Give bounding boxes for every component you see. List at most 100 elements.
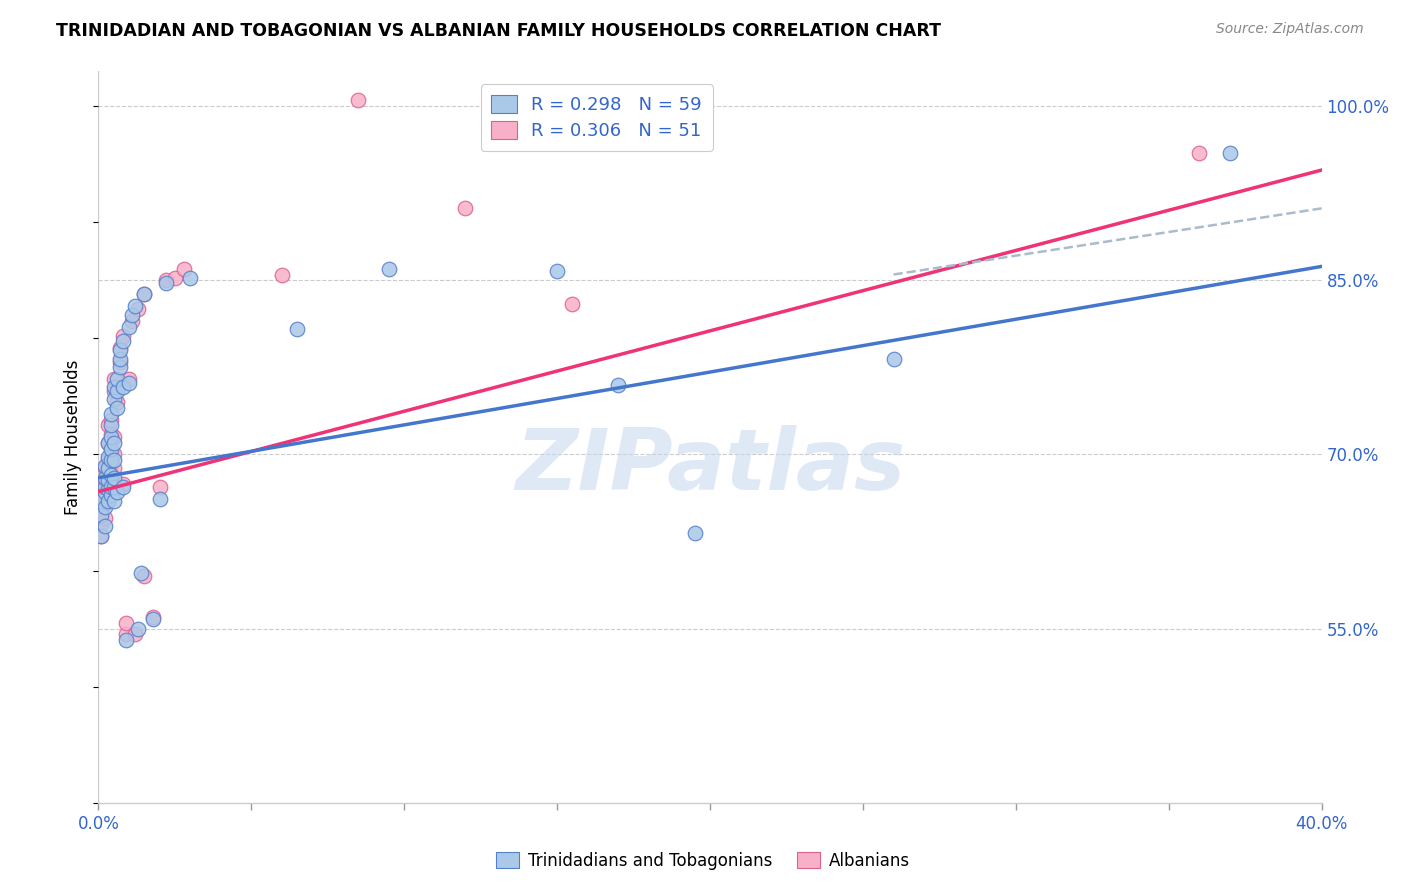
- Legend: Trinidadians and Tobagonians, Albanians: Trinidadians and Tobagonians, Albanians: [489, 846, 917, 877]
- Point: [103, 448, 125, 462]
- Point: [90, 494, 112, 508]
- Point: [100, 412, 122, 426]
- Point: [546, 264, 568, 278]
- Point: [90, 494, 112, 508]
- Point: [134, 287, 156, 301]
- Point: [115, 633, 138, 648]
- Point: [103, 494, 125, 508]
- Point: [103, 430, 125, 444]
- Point: [149, 480, 172, 494]
- Point: [90, 529, 112, 543]
- Point: [93, 459, 115, 474]
- Point: [90, 508, 112, 522]
- Point: [100, 471, 122, 485]
- Point: [105, 380, 128, 394]
- Point: [100, 480, 122, 494]
- Point: [105, 372, 128, 386]
- Point: [93, 473, 115, 487]
- Point: [121, 314, 143, 328]
- Point: [97, 473, 120, 487]
- Point: [118, 319, 141, 334]
- Point: [93, 500, 115, 514]
- Point: [105, 484, 128, 499]
- Point: [103, 372, 125, 386]
- Point: [103, 384, 125, 398]
- Point: [378, 261, 401, 276]
- Point: [97, 465, 120, 479]
- Point: [100, 453, 122, 467]
- Point: [883, 352, 905, 367]
- Point: [134, 287, 156, 301]
- Point: [142, 612, 165, 626]
- Point: [90, 517, 112, 532]
- Point: [100, 445, 122, 459]
- Point: [127, 302, 149, 317]
- Point: [97, 483, 120, 497]
- Point: [270, 268, 292, 282]
- Text: Source: ZipAtlas.com: Source: ZipAtlas.com: [1216, 22, 1364, 37]
- Point: [115, 627, 138, 641]
- Point: [100, 418, 122, 433]
- Point: [93, 511, 115, 525]
- Point: [100, 483, 122, 497]
- Point: [105, 395, 128, 409]
- Point: [97, 494, 120, 508]
- Point: [108, 352, 131, 367]
- Point: [100, 488, 122, 502]
- Point: [561, 296, 583, 310]
- Point: [90, 503, 112, 517]
- Point: [121, 308, 143, 322]
- Point: [103, 480, 125, 494]
- Point: [111, 380, 134, 394]
- Point: [108, 343, 131, 357]
- Point: [103, 461, 125, 475]
- Point: [103, 380, 125, 394]
- Point: [129, 566, 152, 580]
- Text: TRINIDADIAN AND TOBAGONIAN VS ALBANIAN FAMILY HOUSEHOLDS CORRELATION CHART: TRINIDADIAN AND TOBAGONIAN VS ALBANIAN F…: [56, 22, 941, 40]
- Point: [93, 484, 115, 499]
- Point: [100, 407, 122, 421]
- Point: [124, 299, 146, 313]
- Legend: R = 0.298   N = 59, R = 0.306   N = 51: R = 0.298 N = 59, R = 0.306 N = 51: [481, 84, 713, 151]
- Point: [105, 401, 128, 415]
- Point: [93, 461, 115, 475]
- Point: [97, 450, 120, 464]
- Point: [93, 471, 115, 485]
- Point: [155, 276, 177, 290]
- Point: [118, 372, 141, 386]
- Point: [100, 468, 122, 483]
- Point: [100, 457, 122, 471]
- Point: [97, 488, 120, 502]
- Point: [100, 430, 122, 444]
- Point: [683, 526, 706, 541]
- Point: [103, 471, 125, 485]
- Point: [100, 426, 122, 441]
- Point: [179, 271, 201, 285]
- Point: [124, 627, 146, 641]
- Point: [103, 392, 125, 406]
- Point: [103, 453, 125, 467]
- Point: [108, 341, 131, 355]
- Point: [97, 476, 120, 491]
- Point: [97, 436, 120, 450]
- Point: [1188, 145, 1211, 160]
- Point: [93, 484, 115, 499]
- Y-axis label: Family Households: Family Households: [65, 359, 83, 515]
- Point: [97, 461, 120, 475]
- Point: [607, 377, 630, 392]
- Point: [103, 480, 125, 494]
- Point: [111, 476, 134, 491]
- Point: [103, 436, 125, 450]
- Point: [347, 94, 370, 108]
- Point: [142, 610, 165, 624]
- Point: [163, 271, 186, 285]
- Point: [108, 354, 131, 368]
- Point: [97, 418, 120, 433]
- Point: [93, 496, 115, 510]
- Point: [97, 453, 120, 467]
- Point: [134, 569, 156, 583]
- Point: [100, 442, 122, 456]
- Point: [97, 436, 120, 450]
- Point: [111, 480, 134, 494]
- Point: [93, 519, 115, 533]
